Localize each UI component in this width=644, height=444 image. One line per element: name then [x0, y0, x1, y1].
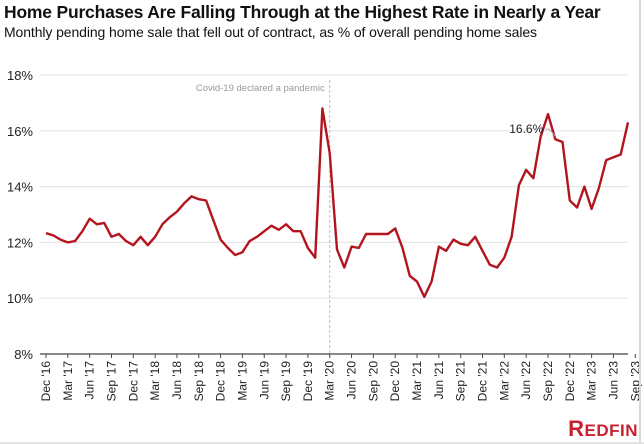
x-tick-label: Jun '18 — [170, 361, 184, 400]
y-tick-label: 18% — [7, 68, 33, 83]
x-tick-label: Dec '18 — [214, 361, 228, 402]
x-tick-label: Jun '20 — [345, 361, 359, 400]
x-tick-label: Mar '20 — [323, 361, 337, 401]
x-tick-label: Mar '23 — [585, 361, 599, 401]
bottom-border — [0, 442, 644, 444]
y-tick-label: 10% — [7, 291, 33, 306]
x-tick-label: Mar '22 — [497, 361, 511, 401]
redfin-logo: REDFIN — [568, 416, 638, 441]
peak-value-label: 16.6% — [509, 122, 543, 136]
x-tick-label: Dec '22 — [563, 361, 577, 402]
y-tick-label: 12% — [7, 235, 33, 250]
x-tick-label: Dec '17 — [126, 361, 140, 402]
x-tick-label: Dec '19 — [301, 361, 315, 402]
x-tick-label: Mar '21 — [410, 361, 424, 401]
covid-annotation: Covid-19 declared a pandemic — [196, 83, 325, 94]
y-tick-label: 16% — [7, 124, 33, 139]
x-tick-label: Dec '16 — [39, 361, 53, 402]
x-tick-label: Sep '17 — [104, 361, 118, 402]
x-tick-label: Dec '21 — [476, 361, 490, 402]
x-tick-label: Mar '17 — [61, 361, 75, 401]
chart-subtitle: Monthly pending home sale that fell out … — [4, 24, 537, 40]
frame-border — [639, 0, 641, 444]
x-tick-label: Jun '17 — [83, 361, 97, 400]
series-line — [45, 107, 630, 298]
x-tick-label: Sep '21 — [454, 361, 468, 402]
x-tick-label: Sep '23 — [628, 361, 642, 402]
x-tick-label: Jun '23 — [606, 361, 620, 400]
x-tick-label: Sep '20 — [366, 361, 380, 402]
x-tick-label: Jun '21 — [432, 361, 446, 400]
x-tick-label: Jun '22 — [519, 361, 533, 400]
chart-title: Home Purchases Are Falling Through at th… — [4, 2, 601, 22]
x-tick-label: Sep '19 — [279, 361, 293, 402]
x-tick-label: Sep '22 — [541, 361, 555, 402]
y-tick-label: 8% — [14, 347, 33, 362]
x-tick-label: Dec '20 — [388, 361, 402, 402]
peak-leader-line — [545, 128, 556, 137]
x-tick-label: Sep '18 — [192, 361, 206, 402]
y-tick-label: 14% — [7, 180, 33, 195]
x-tick-label: Jun '19 — [257, 361, 271, 400]
x-tick-label: Mar '19 — [235, 361, 249, 401]
x-tick-label: Mar '18 — [148, 361, 162, 401]
latest-value-label: 16.3% — [609, 0, 643, 3]
